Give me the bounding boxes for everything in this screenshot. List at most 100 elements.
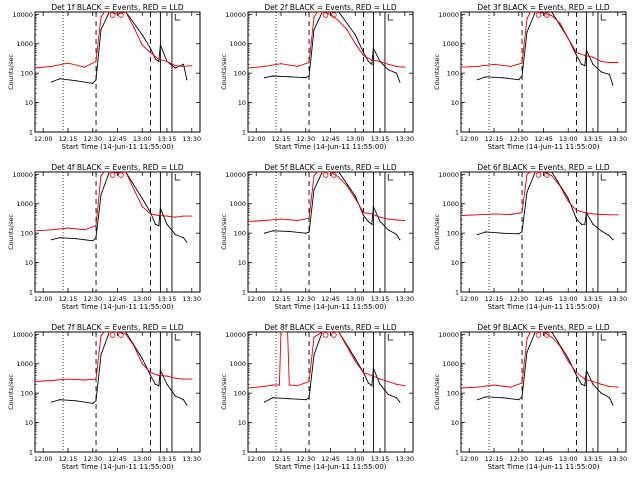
saturation-marker (109, 12, 116, 18)
series-events (263, 172, 401, 241)
data-point (485, 396, 487, 398)
y-tick-label: 100 (447, 390, 459, 398)
saturation-marker (118, 332, 124, 338)
data-point (580, 223, 583, 225)
x-tick-label: 12:00 (460, 135, 479, 143)
data-point (149, 372, 152, 374)
series-lld (461, 12, 619, 68)
x-tick-label: 12:15 (59, 135, 78, 143)
data-point (154, 223, 156, 225)
x-tick-label: 13:00 (133, 455, 152, 463)
y-tick-label: 1000 (229, 360, 246, 368)
data-point (461, 214, 462, 217)
data-point (100, 335, 102, 337)
data-point (338, 176, 340, 178)
panel-det-5: Det 5f BLACK = Events, RED = LLD 1 10 100 10… (220, 163, 414, 311)
y-tick-label: 1000 (442, 200, 459, 208)
data-point (67, 378, 69, 380)
data-point (263, 219, 266, 222)
saturation-marker (543, 332, 550, 338)
data-point (280, 63, 282, 65)
data-point (103, 172, 105, 173)
x-tick-label: 12:30 (296, 295, 315, 303)
data-point (485, 231, 487, 233)
data-point (387, 218, 389, 220)
data-point (338, 12, 340, 13)
data-point (174, 67, 176, 69)
data-point (584, 212, 586, 214)
data-point (608, 73, 611, 76)
data-point (354, 34, 356, 36)
data-point (272, 397, 274, 399)
data-point (296, 385, 299, 387)
data-point (526, 338, 528, 340)
data-point (387, 69, 389, 71)
data-point (404, 66, 406, 68)
panel-det-4: Det 4f BLACK = Events, RED = LLD 1 10 100 10… (7, 163, 201, 311)
x-tick-label: 12:45 (108, 455, 127, 463)
y-tick-label: 10000 (12, 171, 33, 179)
x-tick-label: 13:30 (182, 135, 201, 143)
data-point (133, 27, 135, 29)
data-point (529, 172, 531, 173)
saturation-marker (535, 172, 542, 178)
data-point (399, 81, 401, 83)
data-point (92, 402, 94, 404)
data-point (476, 386, 479, 388)
data-point (263, 385, 266, 387)
x-tick-label: 12:45 (321, 295, 340, 303)
data-point (133, 189, 135, 191)
y-axis-label: Counts/sec (433, 214, 441, 250)
data-point (174, 65, 176, 67)
x-tick-label: 12:30 (509, 295, 528, 303)
y-tick-label: 100 (234, 70, 246, 78)
data-point (485, 76, 487, 78)
data-point (35, 230, 36, 232)
data-point (371, 223, 373, 225)
data-point (191, 215, 193, 217)
saturation-marker (535, 12, 542, 18)
x-axis-label: Start Time (14-Jun-11 11:55:00) (62, 143, 174, 151)
data-point (476, 214, 479, 216)
y-tick-label: 1000 (16, 200, 33, 208)
data-point (521, 231, 523, 233)
y-tick-label: 1000 (229, 40, 246, 48)
saturation-marker (109, 172, 116, 178)
data-point (75, 80, 77, 82)
x-tick-label: 12:30 (83, 295, 102, 303)
x-tick-label: 12:00 (247, 295, 266, 303)
data-point (567, 358, 569, 360)
data-point (371, 63, 373, 65)
data-point (367, 220, 369, 223)
panel-det-7: Det 7f BLACK = Events, RED = LLD 1 10 100 10… (7, 323, 201, 471)
data-point (149, 212, 152, 214)
data-point (521, 62, 523, 64)
x-tick-label: 12:15 (272, 135, 291, 143)
corner-marker (387, 174, 394, 181)
data-point (395, 383, 398, 385)
data-point (272, 75, 274, 77)
y-tick-label: 1 (455, 129, 459, 137)
x-tick-label: 13:30 (608, 295, 627, 303)
data-point (521, 382, 523, 384)
data-point (404, 385, 406, 387)
data-point (125, 172, 127, 173)
data-point (50, 239, 53, 241)
data-point (159, 44, 161, 46)
data-point (354, 358, 356, 360)
data-point (321, 172, 323, 173)
data-point (272, 384, 274, 386)
y-tick-label: 1000 (442, 40, 459, 48)
x-axis-label: Start Time (14-Jun-11 11:55:00) (488, 143, 600, 151)
series-line-lld (248, 172, 405, 222)
x-tick-label: 12:00 (34, 455, 53, 463)
data-point (108, 172, 110, 173)
data-point (308, 61, 310, 64)
x-tick-label: 13:00 (346, 295, 365, 303)
data-point (617, 386, 619, 388)
data-point (182, 215, 185, 217)
data-point (329, 172, 332, 173)
x-tick-label: 12:15 (485, 135, 504, 143)
data-point (367, 382, 369, 384)
y-tick-label: 100 (447, 70, 459, 78)
